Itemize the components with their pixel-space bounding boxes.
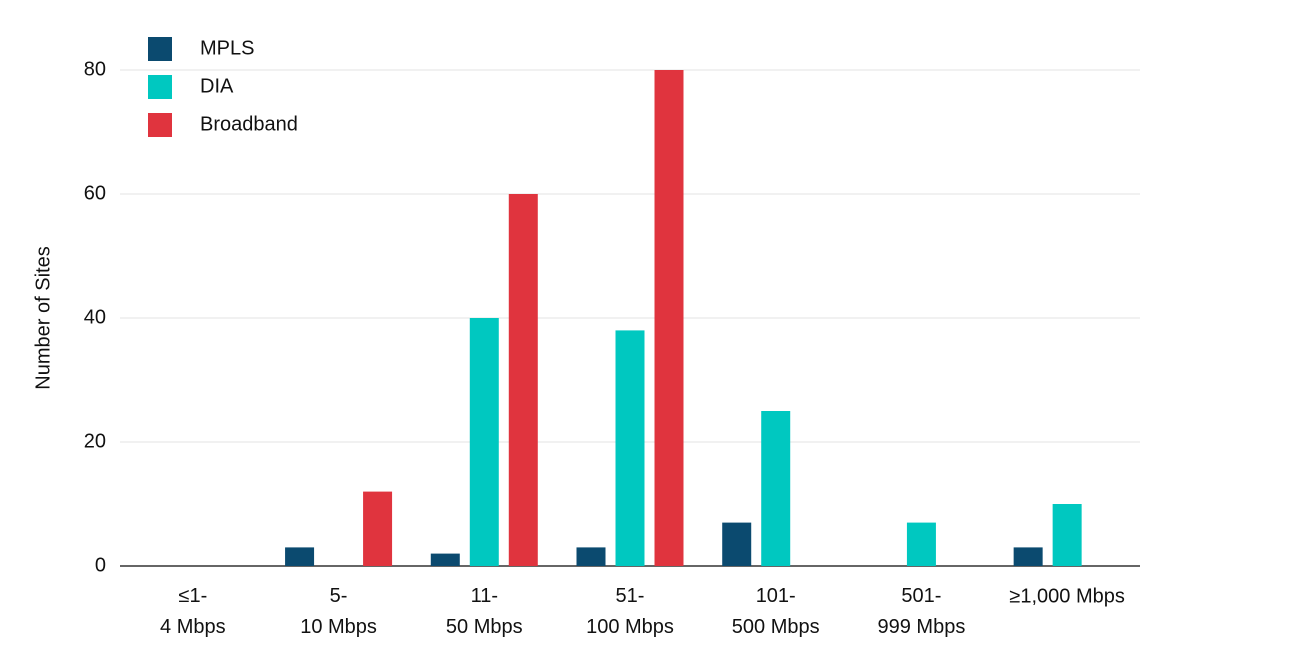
legend-label: DIA [200, 75, 234, 97]
bar [576, 547, 606, 566]
y-tick-label: 60 [84, 182, 106, 204]
bar [722, 522, 752, 566]
bar [430, 553, 460, 566]
x-tick-label: ≤1-4 Mbps [160, 585, 226, 638]
bar [654, 70, 684, 566]
bar [1013, 547, 1043, 566]
bar [469, 318, 499, 566]
x-tick-label: 101-500 Mbps [732, 585, 820, 638]
bar [285, 547, 315, 566]
legend-swatch [148, 37, 172, 61]
bar [508, 194, 538, 566]
x-tick-label: 5-10 Mbps [300, 585, 377, 638]
legend-swatch [148, 113, 172, 137]
bar [615, 330, 645, 566]
x-tick-label: 11-50 Mbps [446, 585, 523, 638]
y-tick-label: 20 [84, 430, 106, 452]
y-tick-label: 80 [84, 58, 106, 80]
legend-label: MPLS [200, 37, 254, 59]
bar [1052, 504, 1082, 566]
legend-label: Broadband [200, 113, 298, 135]
bar [761, 411, 791, 566]
bar [363, 491, 393, 566]
x-tick-label: ≥1,000 Mbps [1009, 585, 1125, 607]
y-tick-label: 40 [84, 306, 106, 328]
bar [906, 522, 936, 566]
y-axis-label: Number of Sites [32, 246, 54, 389]
x-tick-label: 501-999 Mbps [878, 585, 966, 638]
legend-swatch [148, 75, 172, 99]
x-tick-label: 51-100 Mbps [586, 585, 674, 638]
y-tick-label: 0 [95, 554, 106, 576]
